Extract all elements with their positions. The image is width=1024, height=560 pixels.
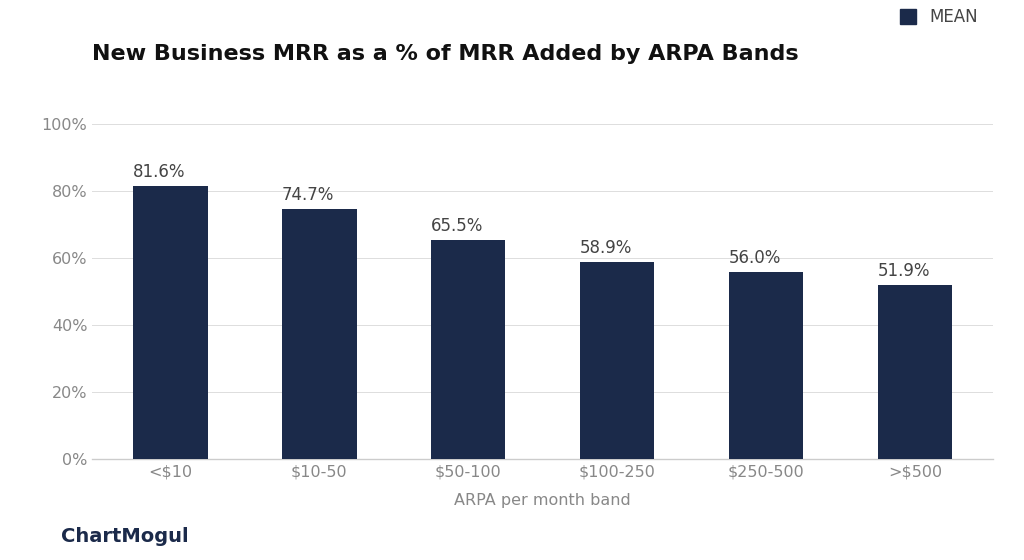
- Bar: [282, 209, 356, 459]
- X-axis label: ARPA per month band: ARPA per month band: [455, 493, 631, 508]
- Legend: MEAN: MEAN: [893, 2, 985, 33]
- Text: 58.9%: 58.9%: [580, 239, 633, 257]
- Bar: [878, 286, 952, 459]
- Text: 65.5%: 65.5%: [431, 217, 483, 235]
- Text: 51.9%: 51.9%: [878, 262, 931, 281]
- Bar: [133, 186, 208, 459]
- Bar: [729, 272, 804, 459]
- Text: 56.0%: 56.0%: [729, 249, 781, 267]
- Bar: [431, 240, 506, 459]
- Text: 81.6%: 81.6%: [133, 163, 185, 181]
- Text: New Business MRR as a % of MRR Added by ARPA Bands: New Business MRR as a % of MRR Added by …: [92, 44, 799, 64]
- Text: ChartMogul: ChartMogul: [61, 527, 189, 546]
- Bar: [580, 262, 654, 459]
- Text: 74.7%: 74.7%: [282, 186, 335, 204]
